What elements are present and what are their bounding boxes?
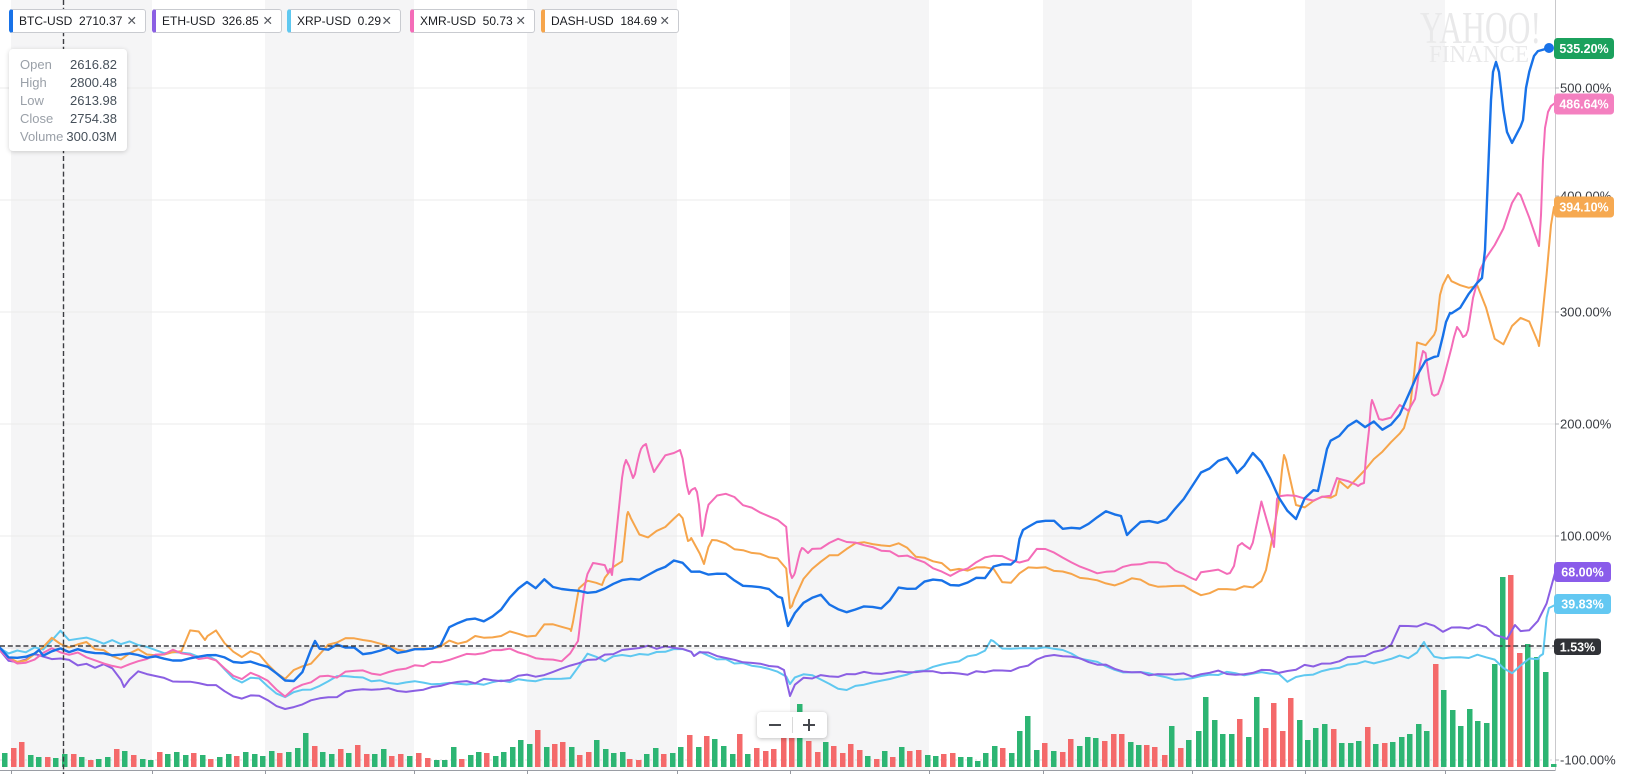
svg-text:-100.00%: -100.00% <box>1560 753 1616 768</box>
svg-text:486.64%: 486.64% <box>1559 98 1608 112</box>
svg-text:535.20%: 535.20% <box>1559 42 1608 56</box>
svg-text:394.10%: 394.10% <box>1559 201 1608 215</box>
svg-text:68.00%: 68.00% <box>1561 566 1603 580</box>
svg-text:300.00%: 300.00% <box>1560 305 1612 320</box>
svg-text:100.00%: 100.00% <box>1560 529 1612 544</box>
svg-text:500.00%: 500.00% <box>1560 81 1612 96</box>
svg-text:200.00%: 200.00% <box>1560 417 1612 432</box>
svg-text:39.83%: 39.83% <box>1561 598 1603 612</box>
svg-text:FINANCE: FINANCE <box>1429 42 1529 68</box>
svg-text:1.53%: 1.53% <box>1560 640 1595 654</box>
svg-text:YAHOO!: YAHOO! <box>1420 3 1541 53</box>
